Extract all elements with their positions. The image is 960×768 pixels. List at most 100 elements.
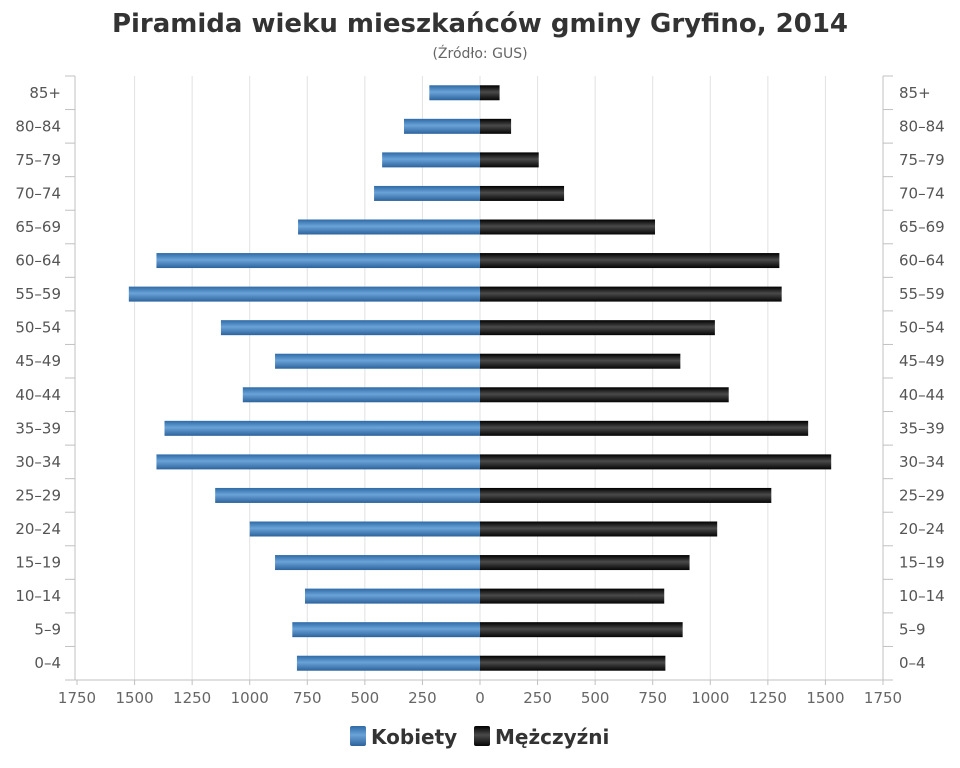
bar-kobiety	[296, 655, 480, 671]
x-tick-label: 1750	[864, 689, 902, 707]
x-tick-label: 1750	[58, 689, 96, 707]
bar-kobiety	[404, 118, 480, 134]
category-label-right: 85+	[899, 84, 931, 102]
x-tick-label: 1250	[749, 689, 787, 707]
category-label-right: 70–74	[899, 184, 945, 202]
x-tick-label: 250	[523, 689, 552, 707]
category-label-left: 20–24	[15, 520, 61, 538]
x-tick-label: 750	[293, 689, 322, 707]
x-axis-tick-labels: 1750 1500 1250 1000 750 500 250 0 250 500 750 1000 1…	[58, 689, 902, 707]
x-tick-label: 500	[581, 689, 610, 707]
bar-kobiety	[215, 487, 480, 503]
x-tick-label: 0	[475, 689, 485, 707]
bar-kobiety	[275, 353, 480, 369]
x-tick-label: 1250	[173, 689, 211, 707]
category-label-right: 55–59	[899, 285, 945, 303]
bar-mezczyzni	[480, 286, 782, 302]
category-label-left: 40–44	[15, 386, 61, 404]
category-label-right: 35–39	[899, 419, 945, 437]
bar-mezczyzni	[480, 353, 681, 369]
category-label-right: 40–44	[899, 386, 945, 404]
bar-kobiety	[128, 286, 481, 302]
category-label-right: 15–19	[899, 554, 945, 572]
category-label-right: 0–4	[899, 654, 926, 672]
x-tick-label: 1500	[806, 689, 844, 707]
bar-mezczyzni	[480, 320, 715, 336]
bar-kobiety	[304, 588, 480, 604]
category-label-left: 80–84	[15, 117, 61, 135]
category-label-right: 25–29	[899, 486, 945, 504]
bar-kobiety	[242, 387, 480, 403]
category-label-right: 75–79	[899, 151, 945, 169]
bar-kobiety	[374, 185, 480, 201]
x-tick-label: 1000	[231, 689, 269, 707]
chart-title: Piramida wieku mieszkańców gminy Gryfino…	[112, 9, 848, 39]
category-label-right: 80–84	[899, 117, 945, 135]
bar-mezczyzni	[480, 454, 832, 470]
x-tick-label: 500	[351, 689, 380, 707]
category-label-left: 15–19	[15, 554, 61, 572]
bar-kobiety	[298, 219, 480, 235]
category-label-left: 75–79	[15, 151, 61, 169]
gridlines	[76, 76, 884, 685]
legend-label-mezczyzni: Mężczyźni	[495, 725, 609, 749]
category-label-left: 50–54	[15, 319, 61, 337]
category-label-left: 60–64	[15, 252, 61, 270]
bar-mezczyzni	[480, 185, 565, 201]
category-label-right: 50–54	[899, 319, 945, 337]
bar-kobiety	[156, 253, 480, 269]
bar-mezczyzni	[480, 219, 656, 235]
category-label-right: 20–24	[899, 520, 945, 538]
x-tick-label: 1500	[115, 689, 153, 707]
bar-mezczyzni	[480, 420, 809, 436]
bar-kobiety	[164, 420, 480, 436]
bar-mezczyzni	[480, 588, 665, 604]
category-label-left: 45–49	[15, 352, 61, 370]
category-label-left: 30–34	[15, 453, 61, 471]
x-tick-label: 250	[408, 689, 437, 707]
category-label-left: 10–14	[15, 587, 61, 605]
bar-mezczyzni	[480, 622, 683, 638]
legend-swatch-kobiety	[350, 726, 366, 746]
x-tick-label: 1000	[691, 689, 729, 707]
category-label-left: 0–4	[34, 654, 61, 672]
chart-subtitle: (Źródło: GUS)	[432, 44, 527, 62]
category-label-right: 60–64	[899, 252, 945, 270]
left-category-labels: 0–4 5–9 10–14 15–19 20–24 25–29 30–34 35–39 40–4…	[15, 84, 61, 672]
legend[interactable]: Kobiety Mężczyźni	[350, 725, 609, 749]
category-label-left: 55–59	[15, 285, 61, 303]
bars	[128, 85, 832, 671]
bar-mezczyzni	[480, 253, 780, 269]
legend-swatch-mezczyzni	[474, 726, 490, 746]
bar-kobiety	[429, 85, 480, 101]
bar-kobiety	[220, 320, 480, 336]
bar-mezczyzni	[480, 521, 718, 537]
bar-mezczyzni	[480, 555, 690, 571]
category-label-right: 10–14	[899, 587, 945, 605]
category-label-right: 30–34	[899, 453, 945, 471]
legend-label-kobiety: Kobiety	[371, 725, 457, 749]
legend-item-kobiety[interactable]: Kobiety	[350, 725, 457, 749]
category-label-right: 5–9	[899, 621, 926, 639]
bar-mezczyzni	[480, 387, 729, 403]
category-label-left: 25–29	[15, 486, 61, 504]
bar-kobiety	[249, 521, 480, 537]
category-label-right: 65–69	[899, 218, 945, 236]
x-tick-label: 750	[638, 689, 667, 707]
bar-kobiety	[156, 454, 480, 470]
category-label-left: 5–9	[34, 621, 61, 639]
category-label-right: 45–49	[899, 352, 945, 370]
legend-item-mezczyzni[interactable]: Mężczyźni	[474, 725, 609, 749]
category-label-left: 85+	[29, 84, 61, 102]
right-category-labels: 0–4 5–9 10–14 15–19 20–24 25–29 30–34 35–39 40–4…	[899, 84, 945, 672]
bar-mezczyzni	[480, 85, 500, 101]
category-label-left: 35–39	[15, 419, 61, 437]
category-label-left: 70–74	[15, 184, 61, 202]
bar-kobiety	[382, 152, 480, 168]
bar-mezczyzni	[480, 487, 772, 503]
bar-mezczyzni	[480, 152, 539, 168]
bar-mezczyzni	[480, 655, 666, 671]
bar-kobiety	[275, 555, 480, 571]
